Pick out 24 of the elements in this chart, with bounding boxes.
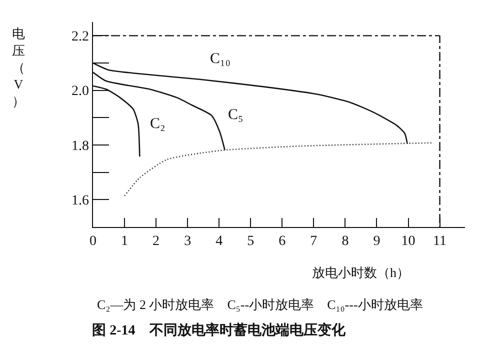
x-tick-label: 10: [401, 234, 416, 249]
y-axis-title: 电压（V）: [12, 26, 25, 109]
x-tick-label: 3: [184, 234, 192, 249]
x-axis-title: 放电小时数（h）: [312, 265, 410, 280]
x-tick-label: 0: [90, 234, 96, 249]
x-tick-label: 9: [373, 234, 380, 249]
x-tick-label: 7: [310, 234, 318, 249]
y-tick-label: 2.0: [72, 84, 90, 100]
series-label: C₂: [150, 116, 166, 132]
series-label: C₁₀: [210, 51, 230, 67]
x-tick-label: 5: [247, 234, 254, 249]
x-tick-label: 6: [278, 234, 286, 249]
y-tick-label: 2.2: [72, 30, 90, 45]
line-series: [124, 142, 434, 196]
text: C₂—为 2 小时放电率 C₅--小时放电率 C₁₀---小时放电率: [97, 297, 423, 312]
y-tick-label: 1.8: [72, 138, 90, 154]
text: 图 2-14 不同放电率时蓄电池端电压变化: [92, 321, 346, 338]
x-tick-label: 1: [121, 234, 128, 249]
x-tick-label: 11: [433, 234, 447, 249]
x-tick-label: 4: [216, 234, 223, 249]
x-tick-label: 8: [342, 234, 349, 249]
series-label: C₅: [228, 107, 244, 123]
x-tick-label: 2: [152, 234, 160, 249]
y-tick-label: 1.6: [72, 194, 90, 209]
